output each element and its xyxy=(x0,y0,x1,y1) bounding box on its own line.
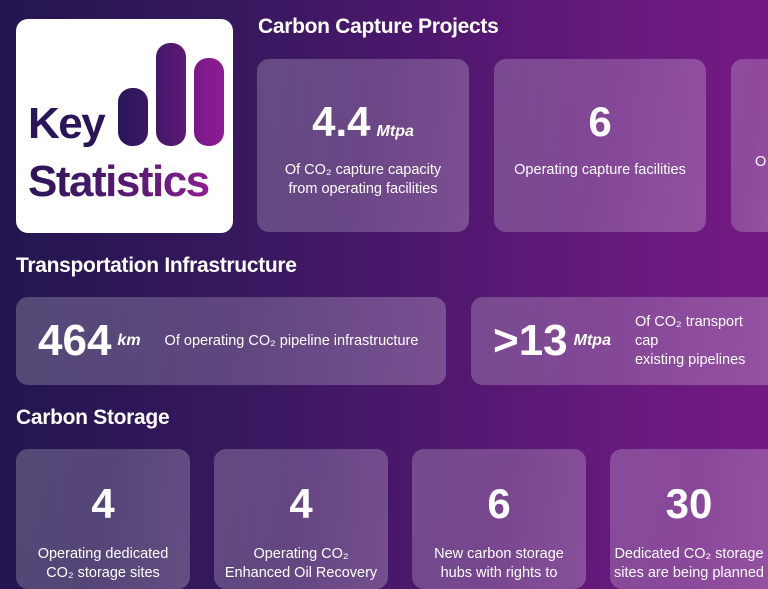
stat-card: 30 Dedicated CO₂ storage sites are being … xyxy=(610,449,768,589)
stat-unit: Mtpa xyxy=(573,332,611,349)
stat-card: 6 New carbon storage hubs with rights to xyxy=(412,449,586,589)
logo-bar-mid xyxy=(194,58,224,146)
logo-text-key: Key xyxy=(28,99,106,148)
stat-description: Operating capture facilities xyxy=(514,162,686,178)
stat-card: 6 Operating capture facilities xyxy=(494,59,706,232)
stat-value: >13 xyxy=(493,316,568,365)
logo-text-statistics: Statistics xyxy=(28,157,210,206)
stat-value: 4 xyxy=(289,480,313,527)
section-heading-capture: Carbon Capture Projects xyxy=(258,15,499,38)
stat-value: 6 xyxy=(487,480,511,527)
stat-value: 4.4 xyxy=(312,98,371,145)
stat-description: Of CO₂ transport cap existing pipelines xyxy=(634,313,746,368)
key-statistics-logo: Key Statistics xyxy=(16,19,233,233)
stat-description: O xyxy=(755,154,767,170)
stat-value: 464 xyxy=(38,316,112,365)
stat-unit: Mtpa xyxy=(376,123,414,140)
stat-unit: km xyxy=(117,332,141,349)
logo-bar-short xyxy=(118,88,148,146)
stat-description: Operating dedicated CO₂ storage sites xyxy=(37,546,169,581)
stat-card: >13 Mtpa Of CO₂ transport cap existing pip… xyxy=(471,297,768,385)
section-heading-storage: Carbon Storage xyxy=(16,406,170,429)
stat-description: Operating CO₂ Enhanced Oil Recovery xyxy=(224,546,378,581)
stat-card: 4.4 Mtpa Of CO₂ capture capacity from oper… xyxy=(257,59,469,232)
stat-description: Dedicated CO₂ storage sites are being pla… xyxy=(614,546,764,581)
stat-card: 4 Operating dedicated CO₂ storage sites xyxy=(16,449,190,589)
stat-value: 6 xyxy=(588,98,612,145)
stat-card: 464 km Of operating CO₂ pipeline infrastr… xyxy=(16,297,446,385)
stat-card: O xyxy=(731,59,768,232)
stat-description: Of operating CO₂ pipeline infrastructure xyxy=(164,332,419,349)
stat-description: Of CO₂ capture capacity from operating fa… xyxy=(284,162,442,197)
section-heading-transport: Transportation Infrastructure xyxy=(16,254,297,277)
stat-value: 4 xyxy=(91,480,115,527)
stat-card: 4 Operating CO₂ Enhanced Oil Recovery xyxy=(214,449,388,589)
logo-bar-tall xyxy=(156,43,186,146)
stat-value: 30 xyxy=(665,480,713,527)
stat-description: New carbon storage hubs with rights to xyxy=(434,546,564,581)
